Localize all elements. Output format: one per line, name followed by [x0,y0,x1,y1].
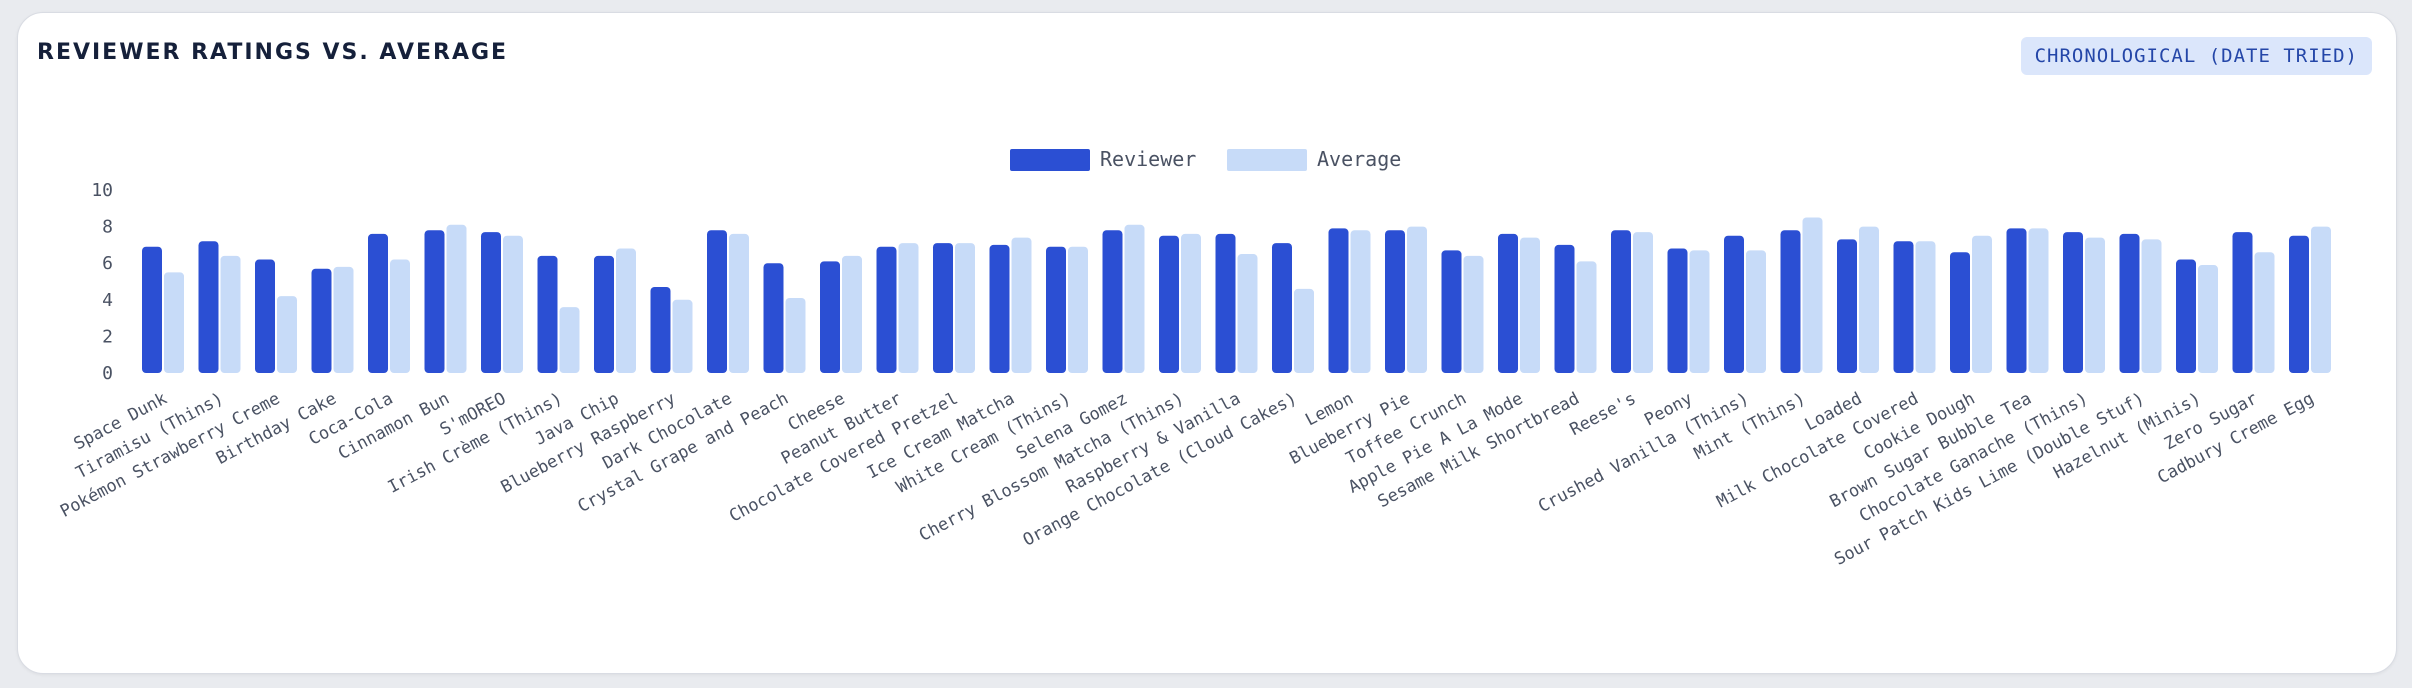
bar-reviewer[interactable] [1667,248,1688,373]
sort-order-badge[interactable]: CHRONOLOGICAL (DATE TRIED) [2020,37,2372,75]
bar-average[interactable] [898,243,919,373]
y-tick-label: 10 [91,180,113,201]
bar-reviewer[interactable] [820,261,840,373]
bar-average[interactable] [2198,265,2218,373]
bar-reviewer[interactable] [1385,230,1405,373]
y-tick-label: 0 [102,363,113,384]
legend-label-reviewer: Reviewer [1100,147,1196,171]
bar-average[interactable] [1802,217,1823,373]
bar-reviewer[interactable] [650,286,671,373]
bar-reviewer[interactable] [2176,259,2196,373]
bar-reviewer[interactable] [1611,230,1631,373]
bar-average[interactable] [672,299,693,373]
y-tick-label: 2 [102,326,113,347]
bar-average[interactable] [1407,226,1427,373]
bar-average[interactable] [2311,226,2331,373]
bar-average[interactable] [1237,254,1258,373]
bar-average[interactable] [1181,233,1201,373]
bar-average[interactable] [1859,226,1879,373]
chart-title: REVIEWER RATINGS VS. AVERAGE [37,40,509,65]
bar-average[interactable] [1124,224,1145,373]
bar-average[interactable] [955,243,975,373]
y-tick-label: 4 [102,290,113,311]
chart-legend: Reviewer Average [1010,147,1401,171]
y-tick-label: 8 [102,217,113,238]
bar-average[interactable] [164,272,184,373]
bar-reviewer[interactable] [311,268,332,373]
bar-reviewer[interactable] [989,244,1010,373]
bar-average[interactable] [1746,250,1766,373]
bar-reviewer[interactable] [1215,233,1236,373]
bar-reviewer[interactable] [2119,233,2140,373]
bar-average[interactable] [616,248,636,373]
bar-average[interactable] [1972,235,1992,373]
chart-card [17,12,2397,674]
bar-average[interactable] [1915,241,1936,373]
bar-reviewer[interactable] [1780,230,1801,373]
y-axis: 0 2 4 6 8 10 [91,180,113,384]
bar-average[interactable] [390,259,410,373]
x-tick-label: Reese's [1567,389,1640,440]
bar-reviewer[interactable] [1950,252,1970,373]
bar-reviewer[interactable] [707,230,727,373]
bar-average[interactable] [1576,261,1597,373]
bar-average[interactable] [1011,237,1032,373]
bar-average[interactable] [559,307,580,373]
bar-average[interactable] [1633,232,1653,373]
bar-reviewer[interactable] [1498,233,1518,373]
bar-average[interactable] [277,296,297,373]
bar-average[interactable] [446,224,467,373]
bar-average[interactable] [2085,237,2105,373]
bar-reviewer[interactable] [763,263,784,373]
bar-reviewer[interactable] [2289,235,2309,373]
bar-average[interactable] [729,233,749,373]
bar-reviewer[interactable] [1893,241,1914,373]
legend-swatch-reviewer [1010,149,1090,171]
bar-reviewer[interactable] [481,232,501,373]
bar-reviewer[interactable] [255,259,275,373]
bar-reviewer[interactable] [1328,228,1349,373]
bar-average[interactable] [1068,246,1088,373]
bar-average[interactable] [1350,230,1371,373]
bar-average[interactable] [503,235,523,373]
bar-average[interactable] [842,255,862,373]
bar-reviewer[interactable] [537,255,558,373]
bar-reviewer[interactable] [933,243,953,373]
bar-reviewer[interactable] [142,246,162,373]
bar-reviewer[interactable] [1724,235,1744,373]
bar-average[interactable] [1463,255,1484,373]
bar-average[interactable] [2028,228,2049,373]
legend-label-average: Average [1317,147,1401,171]
bar-average[interactable] [1689,250,1710,373]
bar-reviewer[interactable] [198,241,219,373]
bar-reviewer[interactable] [1554,244,1575,373]
bar-reviewer[interactable] [2063,232,2083,373]
bar-average[interactable] [785,297,806,373]
bar-reviewer[interactable] [1159,235,1179,373]
bar-reviewer[interactable] [1102,230,1123,373]
y-tick-label: 6 [102,253,113,274]
bar-reviewer[interactable] [2232,232,2253,373]
legend-swatch-average [1227,149,1307,171]
bar-reviewer[interactable] [424,230,445,373]
bar-average[interactable] [1520,237,1540,373]
bar-reviewer[interactable] [1046,246,1066,373]
bar-reviewer[interactable] [876,246,897,373]
bar-reviewer[interactable] [1441,250,1462,373]
bar-average[interactable] [2254,252,2275,373]
bar-average[interactable] [220,255,241,373]
bar-reviewer[interactable] [2006,228,2027,373]
bar-reviewer[interactable] [594,255,614,373]
bar-series [142,217,2331,373]
bar-average[interactable] [2141,239,2162,373]
bar-reviewer[interactable] [1272,243,1292,373]
bar-average[interactable] [1294,288,1314,373]
bar-reviewer[interactable] [368,233,388,373]
bar-average[interactable] [333,266,354,373]
bar-reviewer[interactable] [1837,239,1857,373]
